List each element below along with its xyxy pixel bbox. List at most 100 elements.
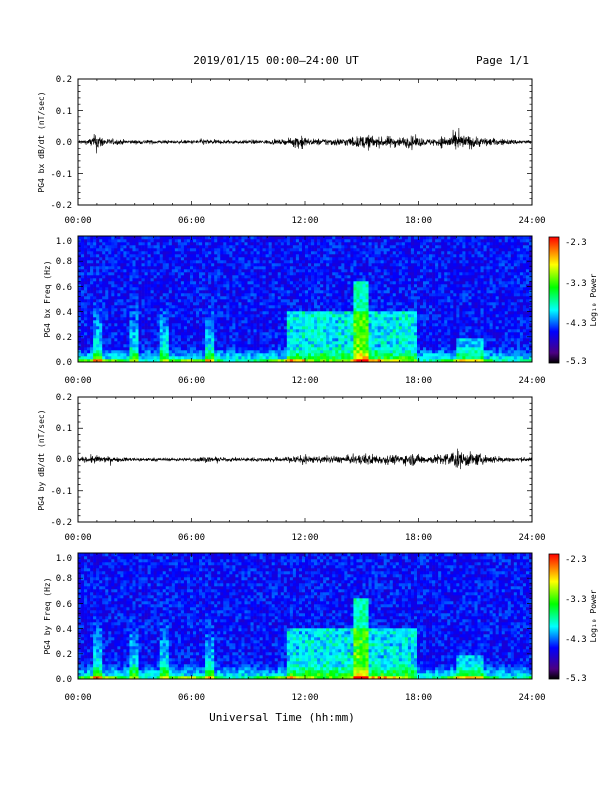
spectrogram-cell — [135, 260, 139, 264]
spectrogram-cell — [135, 308, 139, 312]
spectrogram-cell — [295, 263, 300, 267]
spectrogram-cell — [301, 347, 306, 351]
spectrogram-cell — [389, 305, 394, 309]
spectrogram-cell — [205, 296, 209, 300]
spectrogram-cell — [265, 278, 269, 282]
spectrogram-cell — [383, 257, 388, 261]
spectrogram-cell — [208, 329, 212, 333]
spectrogram-cell — [368, 320, 372, 324]
spectrogram-cell — [241, 314, 245, 318]
spectrogram-cell — [344, 317, 348, 321]
spectrogram-cell — [432, 347, 436, 351]
spectrogram-cell — [371, 326, 375, 330]
spectrogram-cell — [374, 251, 378, 255]
spectrogram-cell — [256, 245, 260, 249]
spectrogram-cell — [274, 341, 279, 345]
spectrogram-cell — [165, 335, 170, 339]
spectrogram-cell — [171, 332, 176, 336]
spectrogram-cell — [268, 317, 273, 321]
spectrogram-cell — [196, 254, 200, 258]
spectrogram-cell — [165, 314, 170, 318]
spectrogram-cell — [168, 260, 173, 264]
spectrogram-cell — [374, 290, 378, 294]
spectrogram-cell — [401, 272, 406, 276]
spectrogram-cell — [132, 332, 136, 336]
spectrogram-cell — [138, 317, 142, 321]
spectrogram-cell — [359, 341, 363, 345]
spectrogram-cell — [150, 242, 154, 246]
spectrogram-cell — [81, 344, 85, 348]
spectrogram-cell — [220, 317, 224, 321]
spectrogram-cell — [320, 284, 324, 288]
spectrogram-cell — [162, 335, 167, 339]
spectrogram-cell — [265, 272, 269, 276]
spectrogram-cell — [256, 299, 260, 303]
spectrogram-cell — [196, 281, 200, 285]
spectrogram-cell — [238, 269, 242, 273]
spectrogram-cell — [308, 242, 312, 246]
spectrogram-cell — [168, 320, 173, 324]
spectrogram-cell — [383, 239, 388, 243]
spectrogram-cell — [353, 326, 357, 330]
bx-dbdt-trace — [77, 128, 533, 154]
spectrogram-cell — [386, 299, 391, 303]
spectrogram-cell — [171, 278, 176, 282]
spectrogram-cell — [138, 308, 142, 312]
spectrogram-cell — [292, 335, 297, 339]
spectrogram-cell — [150, 236, 154, 240]
spectrogram-cell — [193, 275, 197, 279]
spectrogram-cell — [268, 335, 273, 339]
spectrogram-cell — [156, 338, 161, 342]
spectrogram-cell — [220, 299, 224, 303]
spectrogram-cell — [262, 317, 266, 321]
spectrogram-cell — [368, 308, 372, 312]
spectrogram-cell — [335, 335, 339, 339]
spectrogram-cell — [114, 257, 118, 261]
spectrogram-cell — [78, 359, 82, 363]
spectrogram-cell — [262, 311, 266, 315]
spectrogram-cell — [317, 347, 321, 351]
spectrogram-cell — [317, 239, 321, 243]
spectrogram-cell — [323, 293, 327, 297]
spectrogram-cell — [274, 356, 279, 360]
spectrogram-cell — [102, 311, 106, 315]
spectrogram-cell — [371, 302, 375, 306]
spectrogram-cell — [117, 278, 121, 282]
spectrogram-cell — [332, 332, 336, 336]
spectrogram-cell — [286, 260, 291, 264]
spectrogram-cell — [332, 284, 336, 288]
spectrogram-cell — [429, 338, 433, 342]
spectrogram-cell — [350, 314, 354, 318]
spectrogram-cell — [292, 290, 297, 294]
spectrogram-cell — [350, 275, 354, 279]
spectrogram-cell — [289, 299, 294, 303]
spectrogram-cell — [108, 257, 112, 261]
spectrogram-cell — [126, 239, 130, 243]
spectrogram-cell — [429, 248, 433, 252]
spectrogram-cell — [404, 293, 409, 297]
spectrogram-cell — [159, 353, 164, 357]
spectrogram-cell — [311, 332, 315, 336]
spectrogram-cell — [162, 278, 167, 282]
spectrogram-cell — [180, 359, 185, 363]
spectrogram-cell — [386, 278, 391, 282]
spectrogram-cell — [135, 251, 139, 255]
spectrogram-cell — [99, 266, 103, 270]
spectrogram-cell — [244, 302, 248, 306]
spectrogram-cell — [108, 302, 112, 306]
spectrogram-cell — [183, 347, 188, 351]
spectrogram-cell — [102, 278, 106, 282]
spectrogram-cell — [135, 236, 139, 240]
spectrogram-cell — [280, 338, 285, 342]
spectrogram-cell — [305, 248, 309, 252]
spectrogram-cell — [298, 287, 303, 291]
spectrogram-cell — [292, 302, 297, 306]
spectrogram-cell — [401, 299, 406, 303]
spectrogram-cell — [250, 245, 254, 249]
spectrogram-cell — [377, 350, 381, 354]
spectrogram-cell — [335, 302, 339, 306]
spectrogram-cell — [314, 305, 318, 309]
spectrogram-cell — [368, 335, 372, 339]
spectrogram-cell — [223, 257, 227, 261]
spectrogram-cell — [208, 245, 212, 249]
